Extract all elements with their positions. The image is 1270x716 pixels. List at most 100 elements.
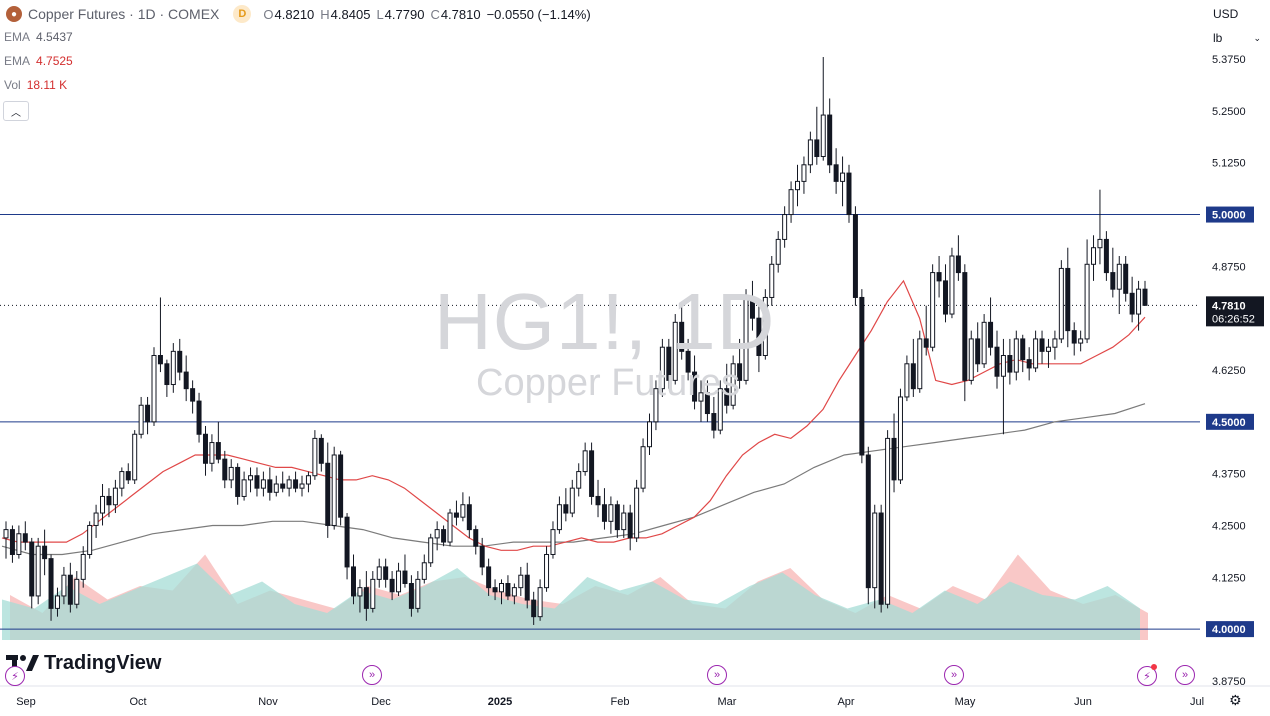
candle-body xyxy=(466,504,472,531)
candle-body xyxy=(145,404,151,423)
symbol-watermark: HG1!, 1D xyxy=(434,277,776,366)
lightning-event-icon[interactable]: ⚡ xyxy=(1137,666,1157,686)
candle xyxy=(498,579,504,605)
chart-header: ● Copper Futures · 1D · COMEX D O 4.8210 … xyxy=(0,0,591,28)
candle-body xyxy=(350,566,356,597)
candle xyxy=(878,504,884,613)
delayed-data-badge[interactable]: D xyxy=(233,5,252,23)
candle xyxy=(975,322,981,373)
candle xyxy=(87,521,93,559)
candle xyxy=(1110,247,1116,298)
unit-selector[interactable]: lb ⌄ xyxy=(1207,28,1265,48)
brand-name: TradingView xyxy=(44,652,162,674)
candle-body xyxy=(550,529,556,555)
candle-body xyxy=(177,350,183,373)
candle-body xyxy=(988,321,994,348)
forward-event-icon[interactable]: » xyxy=(362,665,382,685)
candle xyxy=(1103,231,1109,281)
candle xyxy=(273,475,279,497)
price-scale[interactable]: 5.3750 5.2500 5.1250 4.8750 4.6250 4.3750 4.25… xyxy=(1201,0,1270,716)
collapse-legend-button[interactable]: ︿ xyxy=(3,101,29,121)
currency-selector[interactable]: USD xyxy=(1207,4,1265,24)
candle xyxy=(589,442,595,505)
candle xyxy=(518,566,524,596)
candle-body xyxy=(801,164,807,182)
time-axis[interactable]: Sep Oct Nov Dec 2025 Feb Mar Apr May Jun Jul xyxy=(0,685,1270,708)
candle xyxy=(692,355,698,410)
tradingview-logo[interactable]: TradingView xyxy=(6,652,161,675)
candle-body xyxy=(293,479,299,489)
candle xyxy=(479,537,485,576)
candle xyxy=(305,471,311,493)
candle xyxy=(190,380,196,414)
forward-event-icon[interactable]: » xyxy=(944,665,964,685)
candle xyxy=(389,571,395,601)
candle xyxy=(962,264,968,402)
level-price-label: 5.0000 xyxy=(1212,210,1246,222)
candle-body xyxy=(846,172,852,216)
candle xyxy=(930,264,936,352)
volume-legend[interactable]: Vol 18.11 K xyxy=(4,78,67,92)
price-tick-label: 4.1250 xyxy=(1212,572,1246,584)
candle-body xyxy=(61,574,67,597)
candle xyxy=(666,338,672,389)
candle xyxy=(653,380,659,431)
candle-body xyxy=(273,483,279,493)
time-tick-label: Feb xyxy=(611,696,630,708)
candle xyxy=(730,355,736,410)
candle xyxy=(1123,256,1129,302)
candle xyxy=(1129,276,1135,323)
candle xyxy=(1116,256,1122,315)
candle-body xyxy=(930,272,936,348)
price-tick-label: 4.3750 xyxy=(1212,469,1246,481)
candle xyxy=(1097,189,1103,265)
candle-body xyxy=(840,172,846,182)
forward-event-icon[interactable]: » xyxy=(707,665,727,685)
price-tick-label: 4.8750 xyxy=(1212,261,1246,273)
forward-event-icon[interactable]: » xyxy=(1175,665,1195,685)
candle xyxy=(396,562,402,596)
candle xyxy=(679,305,685,360)
candle xyxy=(1091,235,1097,281)
candle-body xyxy=(67,574,73,605)
candle-body xyxy=(537,587,543,618)
candle-body xyxy=(35,545,41,597)
price-scale-bg xyxy=(1201,0,1270,716)
candle-body xyxy=(1103,238,1109,274)
candle-body xyxy=(782,214,788,240)
candle-body xyxy=(647,421,653,448)
candle-body xyxy=(749,296,755,319)
candle-body xyxy=(357,587,363,597)
lightning-event-icon[interactable]: ⚡ xyxy=(5,666,25,686)
countdown-label: 06:26:52 xyxy=(1212,313,1255,325)
candle xyxy=(74,571,80,609)
candle xyxy=(988,297,994,356)
ema-slow-legend[interactable]: EMA 4.5437 xyxy=(4,30,73,44)
candle-body xyxy=(1058,267,1064,340)
candle-body xyxy=(370,578,376,609)
candle xyxy=(704,380,710,422)
candle-body xyxy=(601,504,607,522)
candle xyxy=(170,343,176,393)
candle-body xyxy=(524,574,530,601)
candle xyxy=(183,355,189,402)
candle xyxy=(511,583,517,605)
symbol-title[interactable]: Copper Futures · 1D · COMEX xyxy=(28,6,220,22)
candle xyxy=(827,98,833,174)
ema-fast-legend[interactable]: EMA 4.7525 xyxy=(4,54,73,68)
candle xyxy=(157,297,163,373)
candle-body xyxy=(9,529,15,555)
candle xyxy=(1039,330,1045,364)
candle xyxy=(112,479,118,514)
candle-body xyxy=(312,437,318,477)
time-tick-label: Nov xyxy=(258,696,278,708)
indicator-value: 4.7525 xyxy=(36,54,73,68)
candle xyxy=(466,496,472,538)
candle xyxy=(447,508,453,547)
candle-body xyxy=(376,566,382,580)
candle xyxy=(215,421,221,464)
settings-gear-icon[interactable]: ⚙ xyxy=(1229,692,1242,708)
candle xyxy=(16,525,22,559)
candle xyxy=(415,571,421,613)
